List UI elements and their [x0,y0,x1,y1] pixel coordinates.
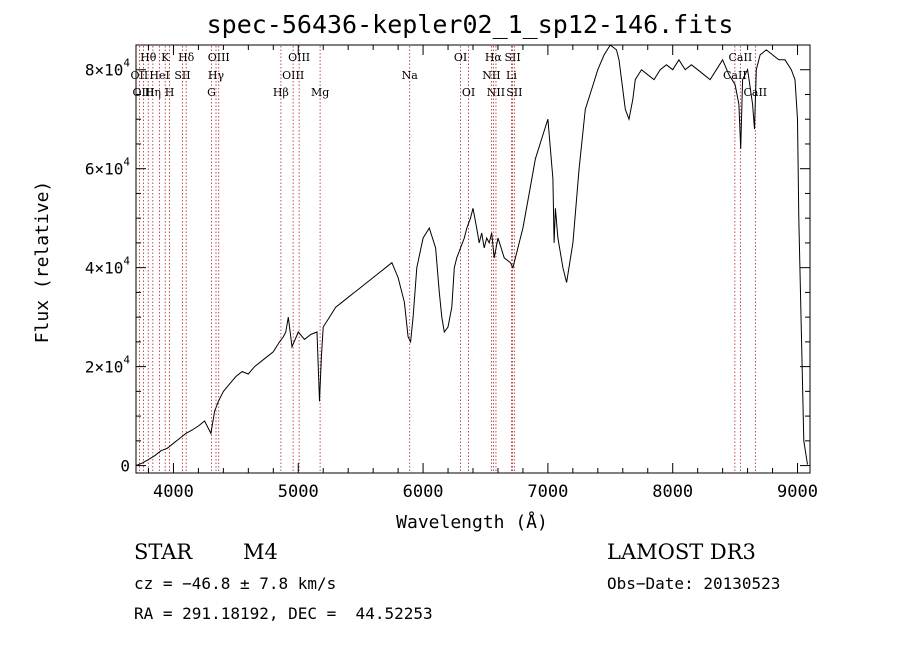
line-label: Hγ [208,69,225,82]
y-tick-mantissa: 8×10 [85,61,124,80]
x-tick-label: 8000 [652,482,693,502]
line-label: Hδ [178,51,195,64]
y-tick-mantissa: 6×10 [85,160,124,179]
x-tick-label: 7000 [527,482,568,502]
line-label: NII [482,69,500,82]
line-label: SII [504,51,520,64]
redshift-velocity: cz = −46.8 ± 7.8 km/s [134,574,337,593]
observation-date: Obs−Date: 20130523 [607,574,781,593]
object-class: STAR [134,540,193,564]
line-markers [138,46,756,472]
x-tick-labels: 4000 5000 6000 7000 8000 9000 [153,482,818,502]
line-label: Hβ [273,86,289,99]
line-label: HeI [149,69,169,82]
line-label: OI [462,86,475,99]
line-label: SII [174,69,190,82]
axis-ticks [136,44,810,473]
line-label: H [165,86,175,99]
y-axis-label: Flux (relative) [32,181,53,344]
line-label: OIII [208,51,230,64]
y-tick-exponent: 4 [123,255,130,268]
x-tick-label: 4000 [153,482,194,502]
line-labels: Hθ OII OIII K Hη HeI H SII Hδ OIII Hγ G OIII OIII Hβ Mg… [131,51,768,99]
line-label: OIII [282,69,304,82]
line-label: OIII [288,51,310,64]
line-label: Hα [485,51,503,64]
line-label: CaII [729,51,753,64]
line-label: Mg [311,86,329,99]
y-tick-mantissa: 2×10 [85,358,124,377]
spectrum-line [135,44,808,467]
y-tick-exponent: 4 [123,354,130,367]
line-label: Li [506,69,517,82]
chart-title: spec-56436-kepler02_1_sp12-146.fits [207,10,734,39]
y-tick-mantissa: 4×10 [85,259,124,278]
survey-name: LAMOST DR3 [607,540,756,564]
line-label: Na [402,69,419,82]
y-tick-label: 0 [120,457,130,476]
line-label: CaII [723,69,747,82]
y-tick-exponent: 4 [123,57,130,70]
y-tick-label: 8×104 [85,57,131,80]
object-subclass: M4 [243,540,278,564]
line-label: G [207,86,216,99]
x-tick-label: 5000 [278,482,319,502]
line-label: K [161,51,170,64]
line-label: SII [506,86,522,99]
y-tick-label: 4×104 [85,255,131,278]
x-tick-label: 9000 [777,482,818,502]
x-axis-label: Wavelength (Å) [396,511,548,533]
x-tick-label: 6000 [403,482,444,502]
line-label: OIII [132,86,154,99]
line-label: OI [454,51,467,64]
plot-frame [135,44,811,474]
y-tick-exponent: 4 [123,156,130,169]
line-label: OII [131,69,149,82]
coordinates: RA = 291.18192, DEC = 44.52253 [134,604,433,623]
line-label: Hθ [140,51,157,64]
y-tick-label: 2×104 [85,354,131,377]
line-label: Hη [145,86,161,99]
y-tick-label: 6×104 [85,156,131,179]
line-label: NII [487,86,505,99]
